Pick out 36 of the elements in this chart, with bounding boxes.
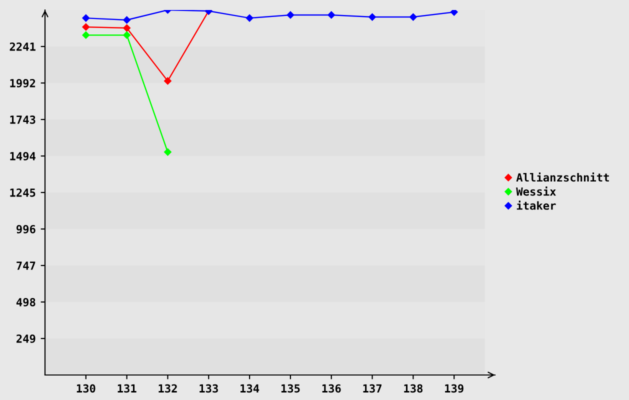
x-tick-label: 139 <box>445 384 464 393</box>
point <box>450 10 458 16</box>
y-tick-label: 1494 <box>10 152 36 160</box>
point <box>123 16 130 24</box>
point <box>164 148 172 156</box>
point <box>368 13 376 21</box>
y-tick-label: 996 <box>16 224 36 234</box>
y-tick-label: 1743 <box>10 115 36 124</box>
x-tick-label: 138 <box>404 384 423 393</box>
x-tick-label: 130 <box>76 384 96 393</box>
y-tick-label: 1992 <box>10 78 36 88</box>
legend-label: Wessix <box>516 186 556 196</box>
point <box>328 11 336 19</box>
point <box>164 77 172 85</box>
x-tick-label: 134 <box>240 384 260 393</box>
x-tick-label: 137 <box>363 384 382 393</box>
y-tick-label: 498 <box>16 298 36 306</box>
y-tick-label: 2241 <box>10 42 36 51</box>
y-tick-label: 747 <box>16 262 36 270</box>
legend-label: Allianzschnitt <box>516 172 609 182</box>
x-tick-label: 135 <box>281 384 300 393</box>
point <box>410 13 417 21</box>
point <box>123 24 130 32</box>
point <box>82 23 90 31</box>
x-tick-label: 132 <box>158 384 177 393</box>
y-tick-label: 249 <box>16 334 36 343</box>
point <box>82 31 90 39</box>
legend-label: itaker <box>516 200 556 210</box>
point <box>123 31 130 39</box>
x-tick-label: 133 <box>200 384 218 393</box>
point <box>286 11 294 19</box>
point <box>82 14 90 22</box>
y-tick-label: 1245 <box>10 188 36 197</box>
x-tick-label: 131 <box>118 384 136 393</box>
x-tick-label: 136 <box>322 384 341 393</box>
point <box>246 14 254 22</box>
